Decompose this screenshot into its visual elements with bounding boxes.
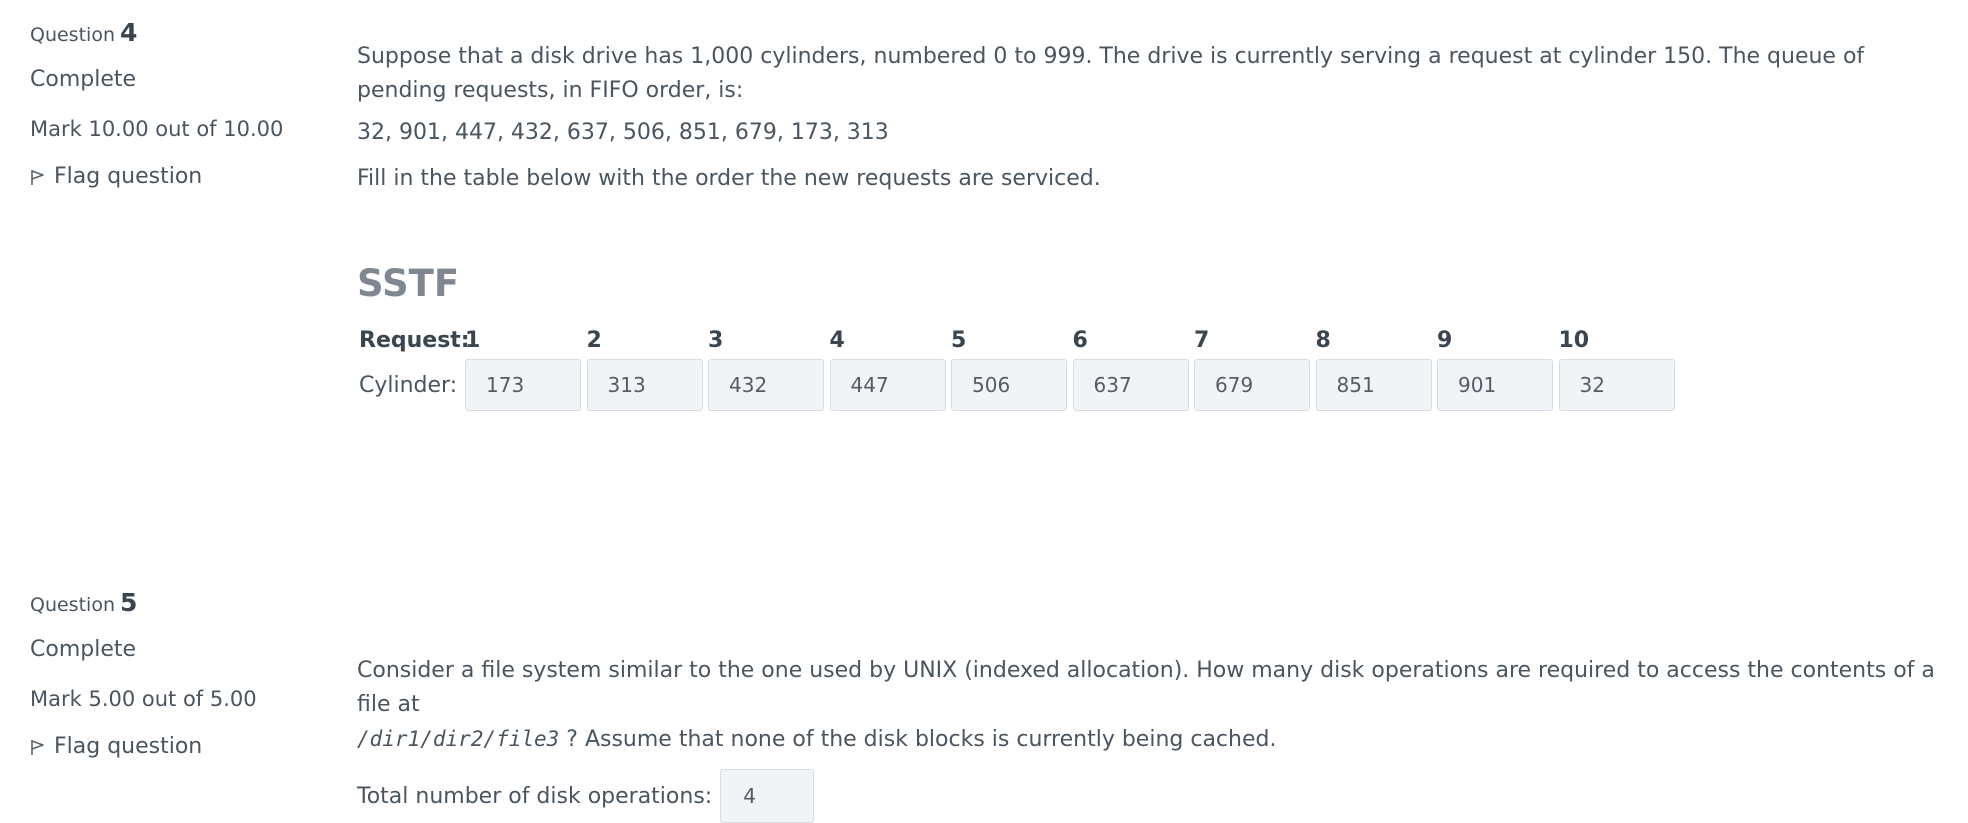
disk-operations-input[interactable]: 4 [720,769,815,823]
cylinder-input[interactable]: 432 [708,359,824,411]
request-queue: 32, 901, 447, 432, 637, 506, 851, 679, 1… [357,120,889,145]
cylinder-input[interactable]: 447 [829,359,946,411]
request-number: 10 [1558,327,1590,353]
question-state: Complete [30,637,137,662]
question-info: Question 4 Complete Mark 10.00 out of 10.… [30,18,330,189]
request-row: Request: 1 2 3 4 5 6 7 8 9 10 [357,325,1947,355]
file-path: /dir1/dir2/file3 [357,727,560,751]
flag-question-link[interactable]: Flag question [30,734,330,759]
question-text: Consider a file system similar to the on… [357,654,1947,757]
cylinder-input[interactable]: 313 [586,359,703,411]
cylinder-input[interactable]: 679 [1194,359,1310,411]
request-label: Request: [359,327,470,353]
cylinder-input[interactable]: 506 [951,359,1067,411]
question-label: Question [30,594,115,616]
cylinder-input[interactable]: 901 [1437,359,1553,411]
cylinder-input[interactable]: 851 [1315,359,1432,411]
question-number-value: 4 [119,18,138,47]
question-5: Question 5 Complete Mark 5.00 out of 5.00… [0,570,1968,823]
request-number: 8 [1315,327,1331,353]
question-text-before: Consider a file system similar to the on… [357,658,1935,717]
flag-icon [31,739,44,755]
question-content: Consider a file system similar to the on… [357,654,1947,823]
question-grade: Mark 5.00 out of 5.00 [30,687,257,711]
flag-icon [31,169,44,185]
question-number-value: 5 [119,588,138,617]
algorithm-heading: SSTF [357,262,460,305]
cylinder-row: Cylinder: 173 313 432 447 506 637 679 85… [357,359,1947,411]
flag-question-link[interactable]: Flag question [30,164,330,189]
cylinder-input[interactable]: 173 [465,359,581,411]
question-4: Question 4 Complete Mark 10.00 out of 10.… [30,18,1947,411]
question-number: Question 5 [30,588,330,618]
question-label: Question [30,24,115,46]
question-text: Suppose that a disk drive has 1,000 cyli… [357,44,1865,103]
question-number: Question 4 [30,18,330,48]
flag-question-label: Flag question [54,164,203,189]
request-number: 3 [708,327,724,353]
question-grade: Mark 10.00 out of 10.00 [30,117,284,141]
answer-label: Total number of disk operations: [357,783,713,809]
request-number: 5 [951,327,967,353]
request-number: 1 [465,327,481,353]
request-number: 9 [1437,327,1453,353]
request-number: 2 [586,327,602,353]
request-number: 7 [1194,327,1210,353]
question-state: Complete [30,67,137,92]
flag-question-label: Flag question [54,734,203,759]
question-info: Question 5 Complete Mark 5.00 out of 5.00… [30,588,330,759]
cylinder-input[interactable]: 637 [1072,359,1189,411]
question-content: Suppose that a disk drive has 1,000 cyli… [357,40,1947,411]
instruction-text: Fill in the table below with the order t… [357,166,1101,191]
question-text-after: ? Assume that none of the disk blocks is… [559,727,1277,752]
request-number: 6 [1072,327,1088,353]
request-number: 4 [829,327,845,353]
answer-row: Total number of disk operations: 4 [357,769,1947,823]
cylinder-input[interactable]: 32 [1558,359,1675,411]
cylinder-label: Cylinder: [359,372,458,398]
